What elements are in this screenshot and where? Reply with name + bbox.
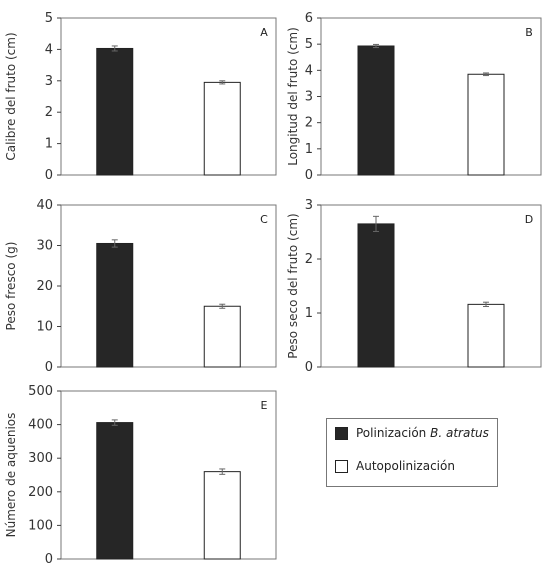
ylabel-d: Peso seco del fruto (cm)	[286, 213, 300, 358]
legend-label-self-prefix: Autopolinización	[356, 459, 455, 473]
ytick-label-e-5: 500	[28, 384, 53, 399]
ytick-label-c-2: 20	[36, 279, 53, 294]
legend-item-pollination: Polinización B. atratus	[335, 426, 489, 440]
plot-frame-c	[60, 204, 277, 368]
panel-letter-e: E	[261, 399, 268, 412]
legend-swatch-self	[335, 459, 348, 473]
panel-a: 0 1 2 3 4 5 Calibre del fruto (cm) A	[4, 11, 277, 183]
ytick-label-b-6: 6	[305, 11, 313, 26]
panel-letter-c: C	[260, 213, 268, 226]
panel-letter-b: B	[525, 26, 533, 39]
legend-label-self: Autopolinización	[356, 459, 455, 473]
ytick-label-b-3: 3	[305, 90, 313, 105]
legend-label-pollination-prefix: Polinización	[356, 426, 431, 440]
ytick-label-a-3: 3	[45, 74, 53, 89]
bar-b-pollination	[357, 45, 395, 176]
ytick-label-a-0: 0	[45, 168, 53, 183]
ylabel-c: Peso fresco (g)	[4, 242, 18, 331]
ytick-label-b-1: 1	[305, 142, 313, 157]
bar-a-self	[203, 81, 241, 176]
panel-c: 0 10 20 30 40 Peso fresco (g) C	[4, 198, 277, 375]
bar-e-self	[203, 471, 241, 560]
legend: Polinización B. atratus Autopolinización	[326, 418, 498, 487]
bar-d-self	[467, 303, 505, 368]
ytick-label-c-1: 10	[36, 320, 53, 335]
ytick-label-b-0: 0	[305, 168, 313, 183]
panel-letter-d: D	[525, 213, 533, 226]
legend-label-pollination: Polinización B. atratus	[356, 426, 489, 440]
ytick-label-a-1: 1	[45, 137, 53, 152]
ylabel-e: Número de aquenios	[4, 413, 18, 538]
ytick-label-d-1: 1	[305, 306, 313, 321]
ytick-label-e-0: 0	[45, 552, 53, 567]
plot-frame-a	[60, 17, 277, 176]
ytick-label-e-2: 200	[28, 485, 53, 500]
ytick-label-e-4: 400	[28, 418, 53, 433]
ytick-label-a-4: 4	[45, 42, 53, 57]
legend-swatch-pollination	[335, 426, 348, 440]
ytick-label-e-3: 300	[28, 451, 53, 466]
ytick-label-b-2: 2	[305, 116, 313, 131]
legend-label-pollination-species: B. atratus	[430, 426, 489, 440]
ytick-label-c-4: 40	[36, 198, 53, 213]
ytick-label-c-3: 30	[36, 239, 53, 254]
ytick-label-c-0: 0	[45, 360, 53, 375]
ytick-label-e-1: 100	[28, 518, 53, 533]
panel-d: 0 1 2 3 Peso seco del fruto (cm) D	[286, 198, 542, 375]
legend-item-self: Autopolinización	[335, 459, 455, 473]
bar-e-pollination	[96, 422, 134, 560]
plot-frame-d	[320, 204, 542, 368]
bar-b-self	[467, 73, 505, 176]
ytick-label-b-4: 4	[305, 63, 313, 78]
ytick-label-a-5: 5	[45, 11, 53, 26]
ytick-label-d-3: 3	[305, 198, 313, 213]
bar-c-self	[203, 305, 241, 368]
plot-frame-b	[320, 17, 542, 176]
ytick-label-a-2: 2	[45, 105, 53, 120]
ytick-label-b-5: 5	[305, 37, 313, 52]
bar-d-pollination	[357, 223, 395, 368]
ytick-label-d-2: 2	[305, 252, 313, 267]
panel-e: 0 100 200 300 400 500 Número de aquenios E	[4, 384, 277, 567]
panel-b: 0 1 2 3 4 5 6 Longitud del fruto (cm) B	[286, 11, 542, 183]
ylabel-b: Longitud del fruto (cm)	[286, 27, 300, 166]
plot-frame-e	[60, 390, 277, 560]
ytick-label-d-0: 0	[305, 360, 313, 375]
bar-a-pollination	[96, 47, 134, 176]
bar-c-pollination	[96, 242, 134, 368]
panel-letter-a: A	[260, 26, 268, 39]
ylabel-a: Calibre del fruto (cm)	[4, 32, 18, 160]
